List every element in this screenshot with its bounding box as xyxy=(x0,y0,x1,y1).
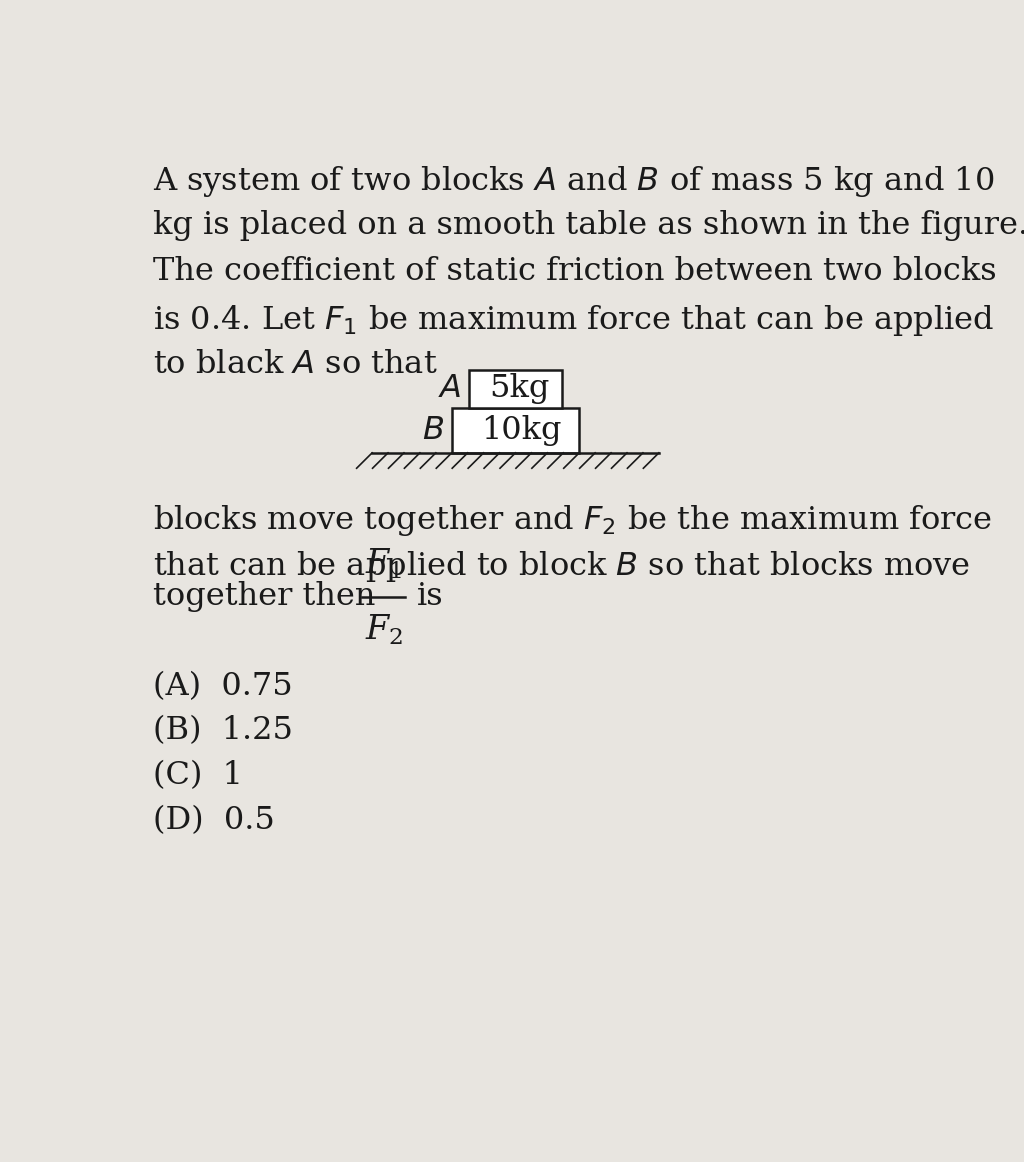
Text: (D)  0.5: (D) 0.5 xyxy=(153,805,274,835)
Text: kg is placed on a smooth table as shown in the figure.: kg is placed on a smooth table as shown … xyxy=(153,210,1024,242)
Text: (A)  0.75: (A) 0.75 xyxy=(153,670,293,702)
Text: that can be applied to block $\mathit{B}$ so that blocks move: that can be applied to block $\mathit{B}… xyxy=(153,550,970,584)
Text: together then: together then xyxy=(153,581,375,612)
Text: 10kg: 10kg xyxy=(481,415,562,446)
Text: is 0.4. Let $\mathit{F}_1$ be maximum force that can be applied: is 0.4. Let $\mathit{F}_1$ be maximum fo… xyxy=(153,302,994,338)
Text: A system of two blocks $\mathit{A}$ and $\mathit{B}$ of mass 5 kg and 10: A system of two blocks $\mathit{A}$ and … xyxy=(153,164,994,199)
Text: The coefficient of static friction between two blocks: The coefficient of static friction betwe… xyxy=(153,257,996,287)
Bar xyxy=(452,408,580,453)
Text: blocks move together and $\mathit{F}_2$ be the maximum force: blocks move together and $\mathit{F}_2$ … xyxy=(153,503,992,538)
Text: 5kg: 5kg xyxy=(489,373,550,404)
Text: (B)  1.25: (B) 1.25 xyxy=(153,716,293,746)
Text: to black $\mathit{A}$ so that: to black $\mathit{A}$ so that xyxy=(153,349,437,380)
Bar xyxy=(469,370,562,408)
Text: $F_1$: $F_1$ xyxy=(366,547,402,581)
Text: (C)  1: (C) 1 xyxy=(153,760,243,791)
Text: is: is xyxy=(417,581,443,612)
Text: $F_2$: $F_2$ xyxy=(365,612,402,646)
Text: $\mathit{A}$: $\mathit{A}$ xyxy=(438,373,461,404)
Text: $\mathit{B}$: $\mathit{B}$ xyxy=(422,415,443,446)
